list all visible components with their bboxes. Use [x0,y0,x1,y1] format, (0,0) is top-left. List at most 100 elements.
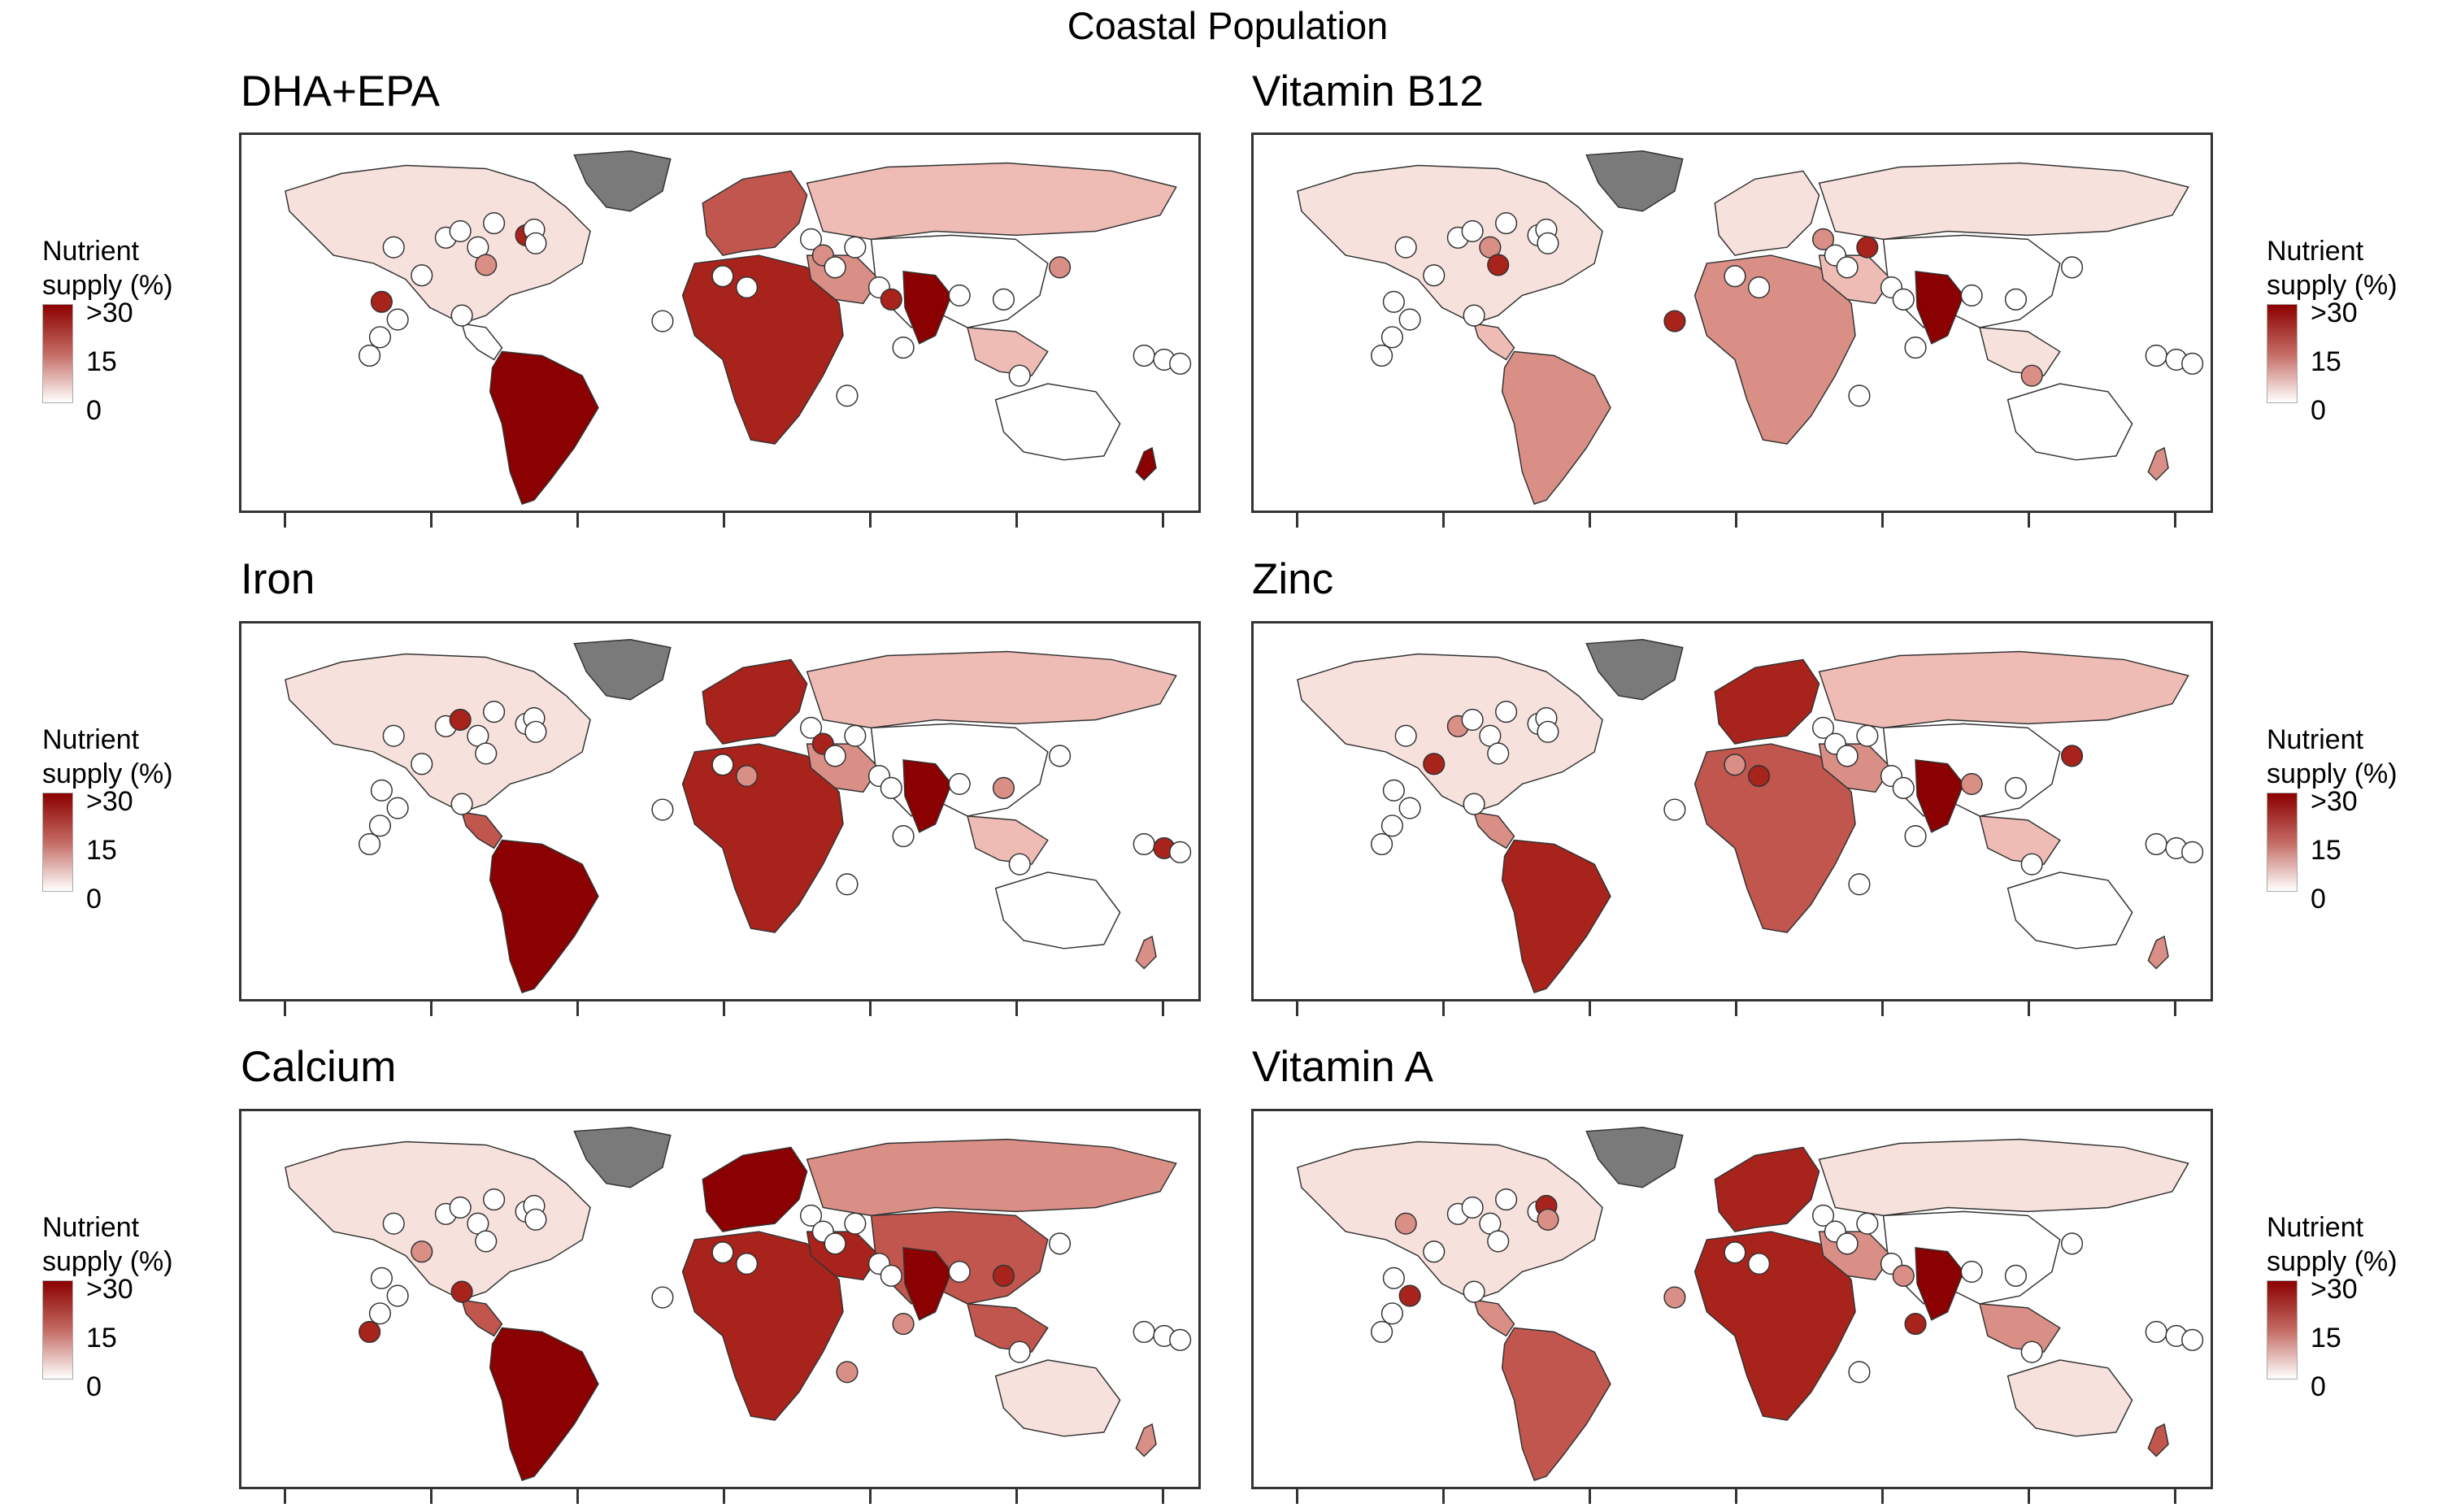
small-state-marker [1133,1320,1155,1344]
region-se-asia [1979,815,2061,865]
legend-tick-mid: 15 [86,346,117,377]
small-state-marker [382,1212,405,1235]
small-state-marker [1495,212,1518,235]
x-axis-tick [723,1001,725,1016]
small-state-marker [1398,797,1421,819]
region-greenland [1585,638,1684,701]
x-axis-tick [1442,1489,1445,1504]
small-state-marker [844,724,867,747]
small-state-marker [2020,853,2043,875]
small-state-marker [1008,364,1031,387]
small-state-marker [948,1260,971,1284]
world-map [1297,638,2204,994]
small-state-marker [1463,1280,1485,1303]
region-australia [2006,383,2133,461]
small-state-marker [1892,288,1915,311]
x-axis-tick [1015,513,1018,528]
region-se-asia [967,327,1049,376]
panel-title-dha-epa: DHA+EPA [241,67,440,115]
legend-title-line2: supply (%) [2267,1246,2398,1277]
small-state-marker [1960,284,1983,307]
x-axis-tick [430,1489,433,1504]
small-state-marker [1724,1241,1746,1264]
x-axis-tick [284,513,286,528]
legend: Nutrient supply (%) >30 15 0 [42,1210,197,1401]
legend-tick-high: >30 [86,298,133,328]
x-axis-tick [430,513,433,528]
x-axis-tick [1442,513,1445,528]
region-new-zealand [2147,935,2169,970]
small-state-marker [1048,256,1072,279]
small-state-marker [475,742,498,765]
small-state-marker [2020,364,2043,387]
legend-tick-mid: 15 [86,1323,117,1353]
legend-title-line1: Nutrient [2267,724,2364,755]
region-russia [1818,162,2189,241]
small-state-marker [1487,742,1510,765]
small-state-marker [836,385,859,407]
small-state-marker [1169,1328,1192,1351]
world-map [1297,1126,2204,1482]
region-australia [994,1359,1121,1437]
x-axis-ticks [1251,513,2213,528]
small-state-marker [1487,1230,1510,1253]
region-russia [806,1138,1177,1217]
small-state-marker [1394,1212,1417,1235]
x-axis-tick [2028,1001,2030,1016]
map-panel-zinc [1251,621,2213,1001]
region-europe [702,1146,808,1232]
region-europe [702,170,808,256]
x-axis-tick [1296,513,1298,528]
small-state-marker [1382,779,1405,802]
region-asia [870,1210,1049,1305]
small-state-marker [450,793,473,815]
small-state-marker [844,1212,867,1235]
small-state-marker [1371,1320,1393,1344]
legend-tick-low: 0 [2311,884,2326,915]
legend: Nutrient supply (%) >30 15 0 [42,234,197,424]
small-state-marker [799,228,823,250]
small-state-marker [449,708,472,732]
legend-title-line2: supply (%) [2267,270,2398,301]
small-state-marker [368,326,392,349]
x-axis-tick [2174,513,2176,528]
legend-color-bar [2267,304,2298,403]
small-state-marker [449,219,472,243]
small-state-marker [2145,344,2167,367]
world-map [285,1126,1192,1482]
legend-tick-high: >30 [86,786,133,817]
small-state-marker [449,1196,472,1219]
small-state-marker [524,720,547,743]
small-state-marker [386,1284,409,1307]
small-state-marker [1461,1196,1484,1219]
small-state-marker [2004,288,2028,311]
small-state-marker [651,798,674,821]
small-state-marker [1048,1232,1072,1255]
small-state-marker [411,753,433,776]
region-central-america [1473,1299,1515,1337]
small-state-marker [483,1188,506,1211]
x-axis-tick [1442,1001,1445,1016]
region-europe [702,658,808,745]
region-central-america [461,323,503,361]
region-russia [806,162,1177,241]
region-india [1915,270,1965,345]
x-axis-tick [869,513,872,528]
region-greenland [573,638,672,701]
legend-title-line1: Nutrient [42,1212,140,1243]
small-state-marker [735,1252,759,1275]
small-state-marker [1892,1264,1915,1287]
small-state-marker [370,1267,393,1289]
region-asia [870,723,1049,817]
small-state-marker [2145,1320,2167,1344]
legend-tick-mid: 15 [2311,1323,2341,1353]
legend-title-line1: Nutrient [42,236,140,267]
small-state-marker [2004,1264,2028,1287]
small-state-marker [524,1208,547,1231]
small-state-marker [651,310,674,332]
legend: Nutrient supply (%) >30 15 0 [2267,234,2421,424]
legend-color-bar [2267,793,2298,892]
x-axis-ticks [239,1001,1201,1016]
region-new-zealand [1135,935,1157,970]
small-state-marker [368,815,392,837]
